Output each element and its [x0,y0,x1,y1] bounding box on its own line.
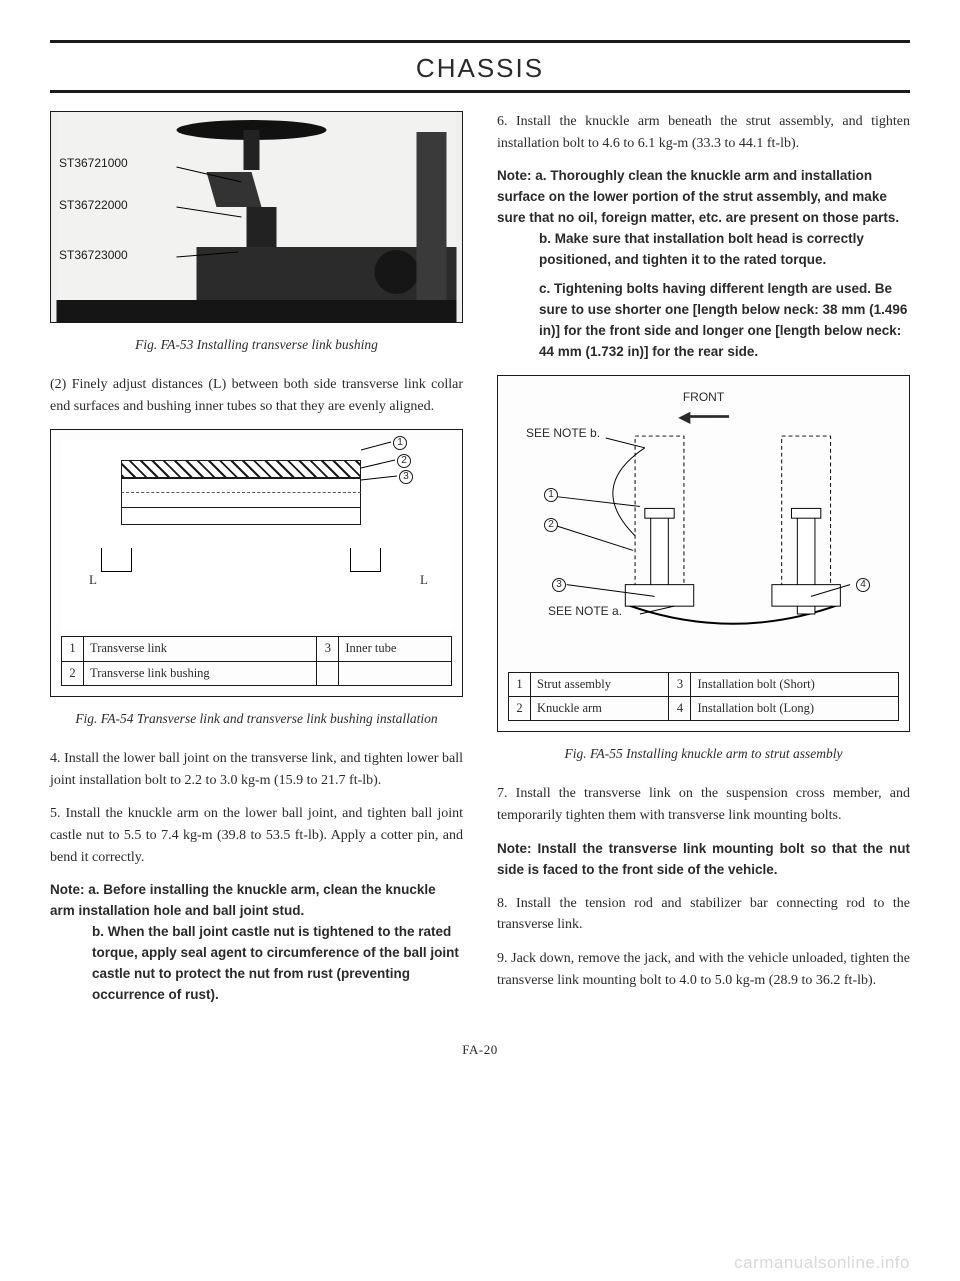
figure-fa54-caption: Fig. FA-54 Transverse link and transvers… [50,709,463,730]
legend-t: Installation bolt (Long) [691,697,899,721]
para-7: 7. Install the transverse link on the su… [497,783,910,826]
note-a: a. Before installing the knuckle arm, cl… [50,882,436,918]
figure-fa55-diagram: FRONT ◀━━━━ SEE NOTE b. SEE NOTE a. [508,386,899,666]
rnote-b: b. Make sure that installation bolt head… [497,229,910,271]
watermark: carmanualsonline.info [734,1253,910,1273]
legend-n: 2 [509,697,531,721]
page-number: FA-20 [50,1042,910,1058]
figure-fa53-photo: ST36721000 ST36722000 ST36723000 [51,112,462,322]
figure-fa53-caption: Fig. FA-53 Installing transverse link bu… [50,335,463,356]
fa54-legend: 1 Transverse link 3 Inner tube 2 Transve… [61,636,452,686]
tool-label-1: ST36721000 [59,154,128,173]
chapter-title: CHASSIS [50,47,910,90]
c1: 1 [544,488,558,502]
rnote-a: a. Thoroughly clean the knuckle arm and … [497,168,899,225]
rule-heavy-bottom [50,90,910,93]
fa53-svg [51,112,462,322]
figure-fa54-box: L L 1 2 3 1 Transverse link 3 Inner tube [50,429,463,697]
fa54-leaders [61,440,452,630]
legend-n: 3 [317,637,339,661]
figure-fa54-diagram: L L 1 2 3 [61,440,452,630]
rule-heavy-top [50,40,910,43]
figure-fa55-box: FRONT ◀━━━━ SEE NOTE b. SEE NOTE a. [497,375,910,733]
legend-t: Strut assembly [531,672,669,696]
c3: 3 [552,578,566,592]
legend-n: 2 [62,661,84,685]
c2: 2 [544,518,558,532]
right-note-2: Note: Install the transverse link mounti… [497,839,910,881]
legend-t: Inner tube [339,637,452,661]
two-column-layout: ST36721000 ST36722000 ST36723000 Fig. FA… [50,111,910,1014]
right-note: Note: a. Thoroughly clean the knuckle ar… [497,166,910,362]
legend-n: 3 [669,672,691,696]
tool-label-3: ST36723000 [59,246,128,265]
legend-n: 1 [509,672,531,696]
figure-fa55-caption: Fig. FA-55 Installing knuckle arm to str… [497,744,910,765]
para-5: 5. Install the knuckle arm on the lower … [50,803,463,868]
c4: 4 [856,578,870,592]
para-6: 6. Install the knuckle arm beneath the s… [497,111,910,154]
para-8: 8. Install the tension rod and stabilize… [497,893,910,936]
rnote-c: c. Tightening bolts having different len… [497,279,910,363]
left-note: Note: a. Before installing the knuckle a… [50,880,463,1006]
para-9: 9. Jack down, remove the jack, and with … [497,948,910,991]
legend-t: Knuckle arm [531,697,669,721]
fa55-legend: 1 Strut assembly 3 Installation bolt (Sh… [508,672,899,722]
legend-t: Transverse link [84,637,317,661]
legend-n: 1 [62,637,84,661]
column-left: ST36721000 ST36722000 ST36723000 Fig. FA… [50,111,463,1014]
para-4: 4. Install the lower ball joint on the t… [50,748,463,791]
legend-n: 4 [669,697,691,721]
para-2: (2) Finely adjust distances (L) between … [50,374,463,417]
tool-label-2: ST36722000 [59,196,128,215]
legend-t: Installation bolt (Short) [691,672,899,696]
fa55-svg [508,386,899,666]
legend-t: Transverse link bushing [84,661,317,685]
note-b: b. When the ball joint castle nut is tig… [50,922,463,1006]
figure-fa53-box: ST36721000 ST36722000 ST36723000 [50,111,463,323]
column-right: 6. Install the knuckle arm beneath the s… [497,111,910,1014]
